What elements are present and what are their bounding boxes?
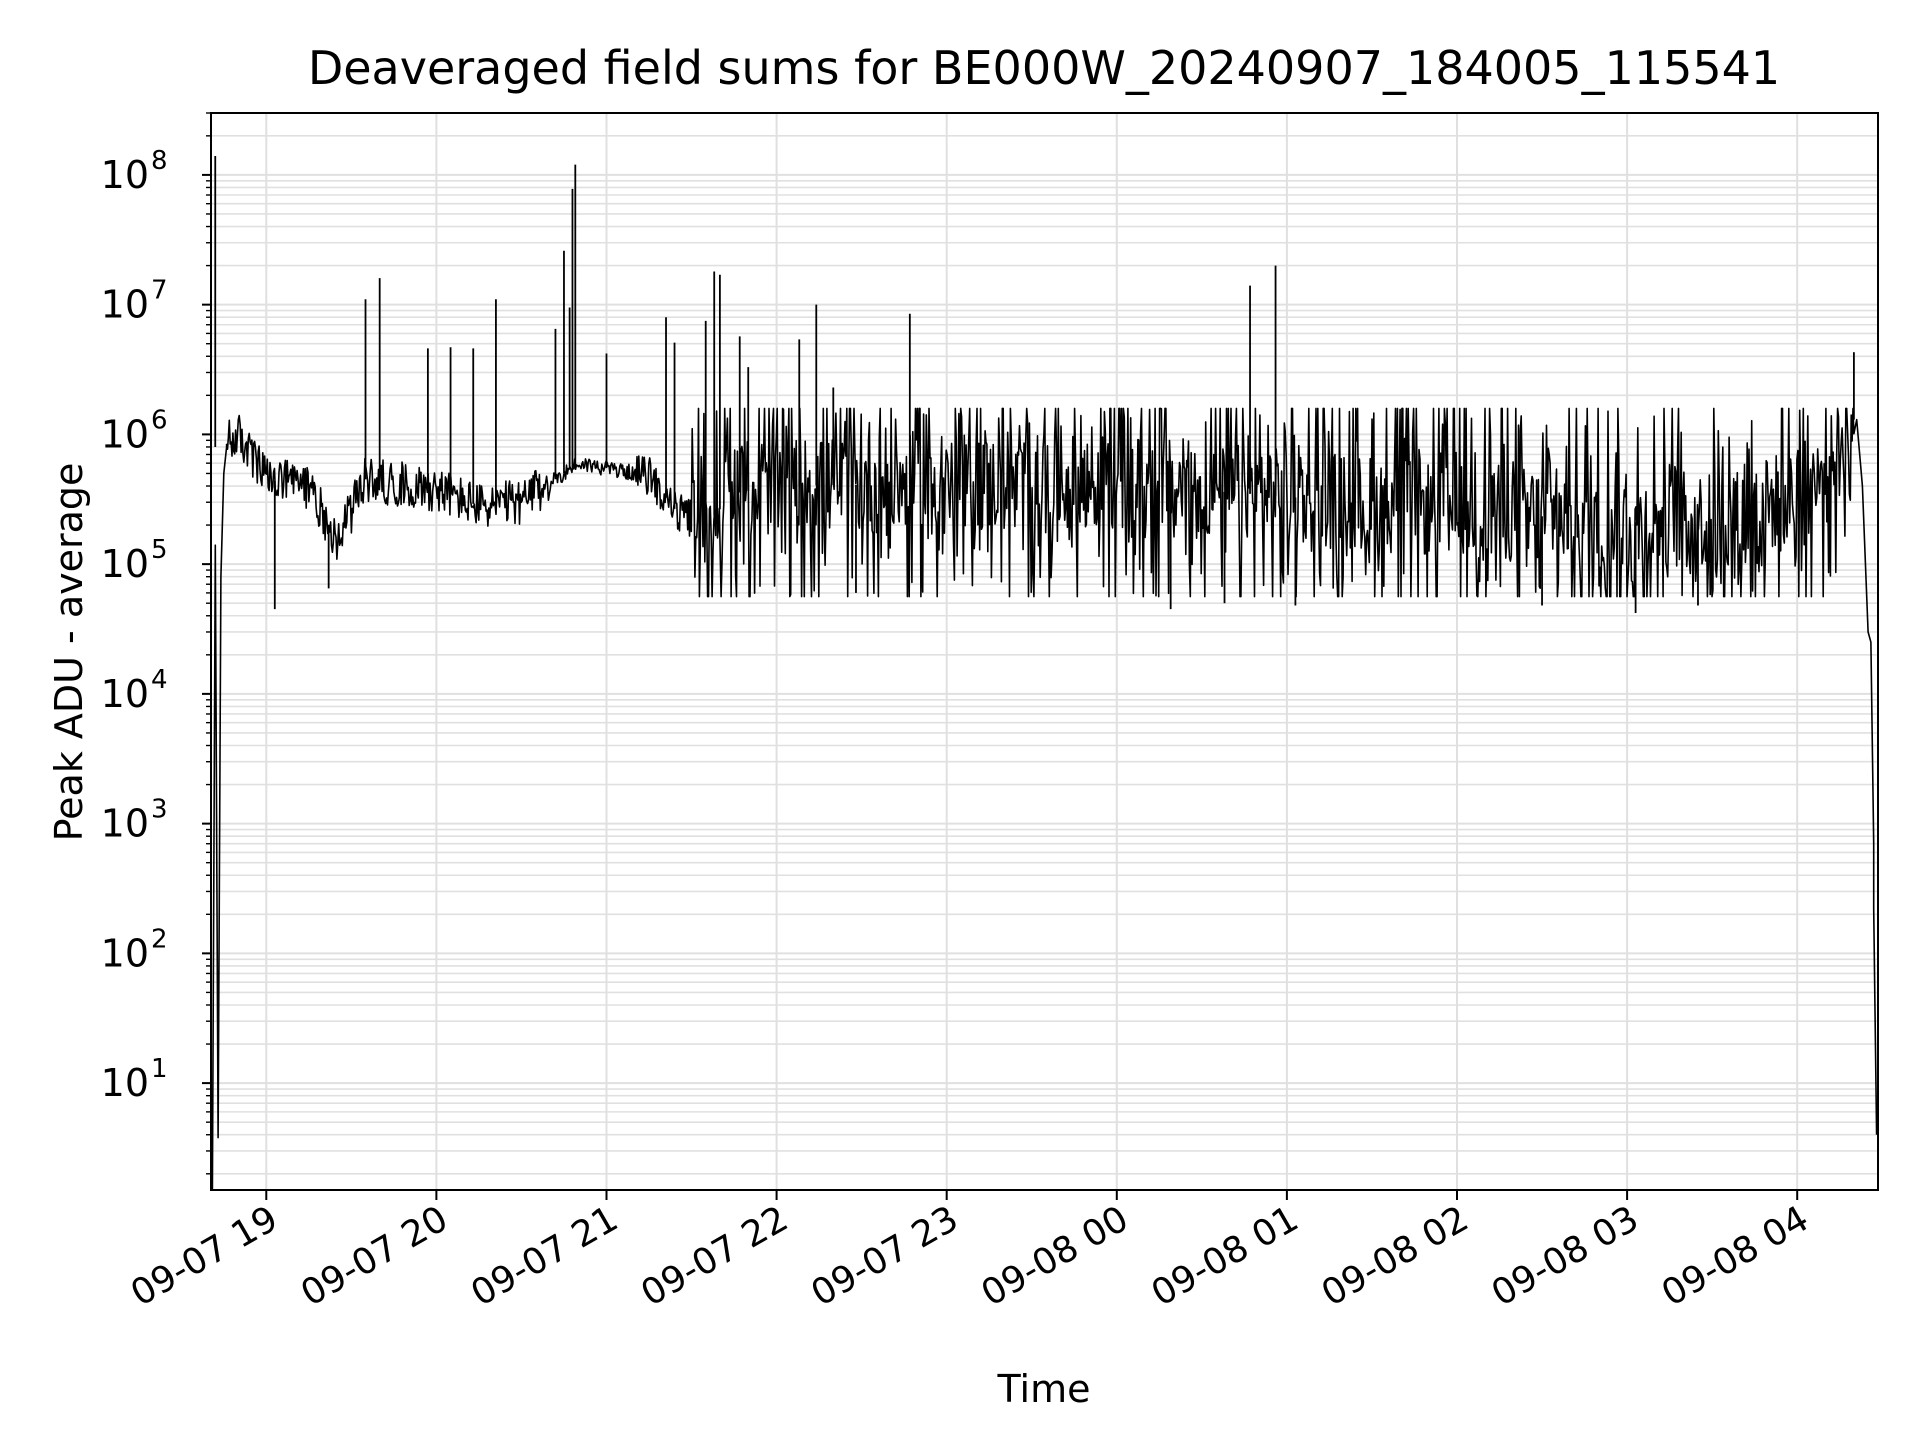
y-tick-exponent: 7: [151, 276, 168, 306]
series-line-path: [211, 407, 1878, 1191]
y-tick-label: 10: [101, 802, 149, 846]
y-tick-label: 10: [101, 1061, 149, 1105]
y-tick-label: 10: [101, 283, 149, 327]
y-axis-label: Peak ADU - average: [47, 463, 91, 842]
y-tick-label: 10: [101, 412, 149, 456]
y-tick-exponent: 3: [151, 795, 168, 825]
y-tick-label: 10: [101, 542, 149, 586]
y-tick-exponent: 5: [151, 535, 168, 565]
x-axis-label: Time: [997, 1367, 1091, 1411]
y-tick-exponent: 2: [151, 924, 168, 954]
y-tick-exponent: 1: [151, 1054, 168, 1084]
series-line: [211, 155, 1878, 1191]
y-tick-label: 10: [101, 931, 149, 975]
y-tick-exponent: 4: [151, 665, 168, 695]
y-tick-exponent: 6: [151, 405, 168, 435]
y-tick-exponent: 8: [151, 146, 168, 176]
plot-area-frame: [210, 112, 1879, 1191]
chart-title: Deaveraged field sums for BE000W_2024090…: [308, 41, 1780, 95]
y-tick-label: 10: [101, 672, 149, 716]
y-tick-label: 10: [101, 153, 149, 197]
